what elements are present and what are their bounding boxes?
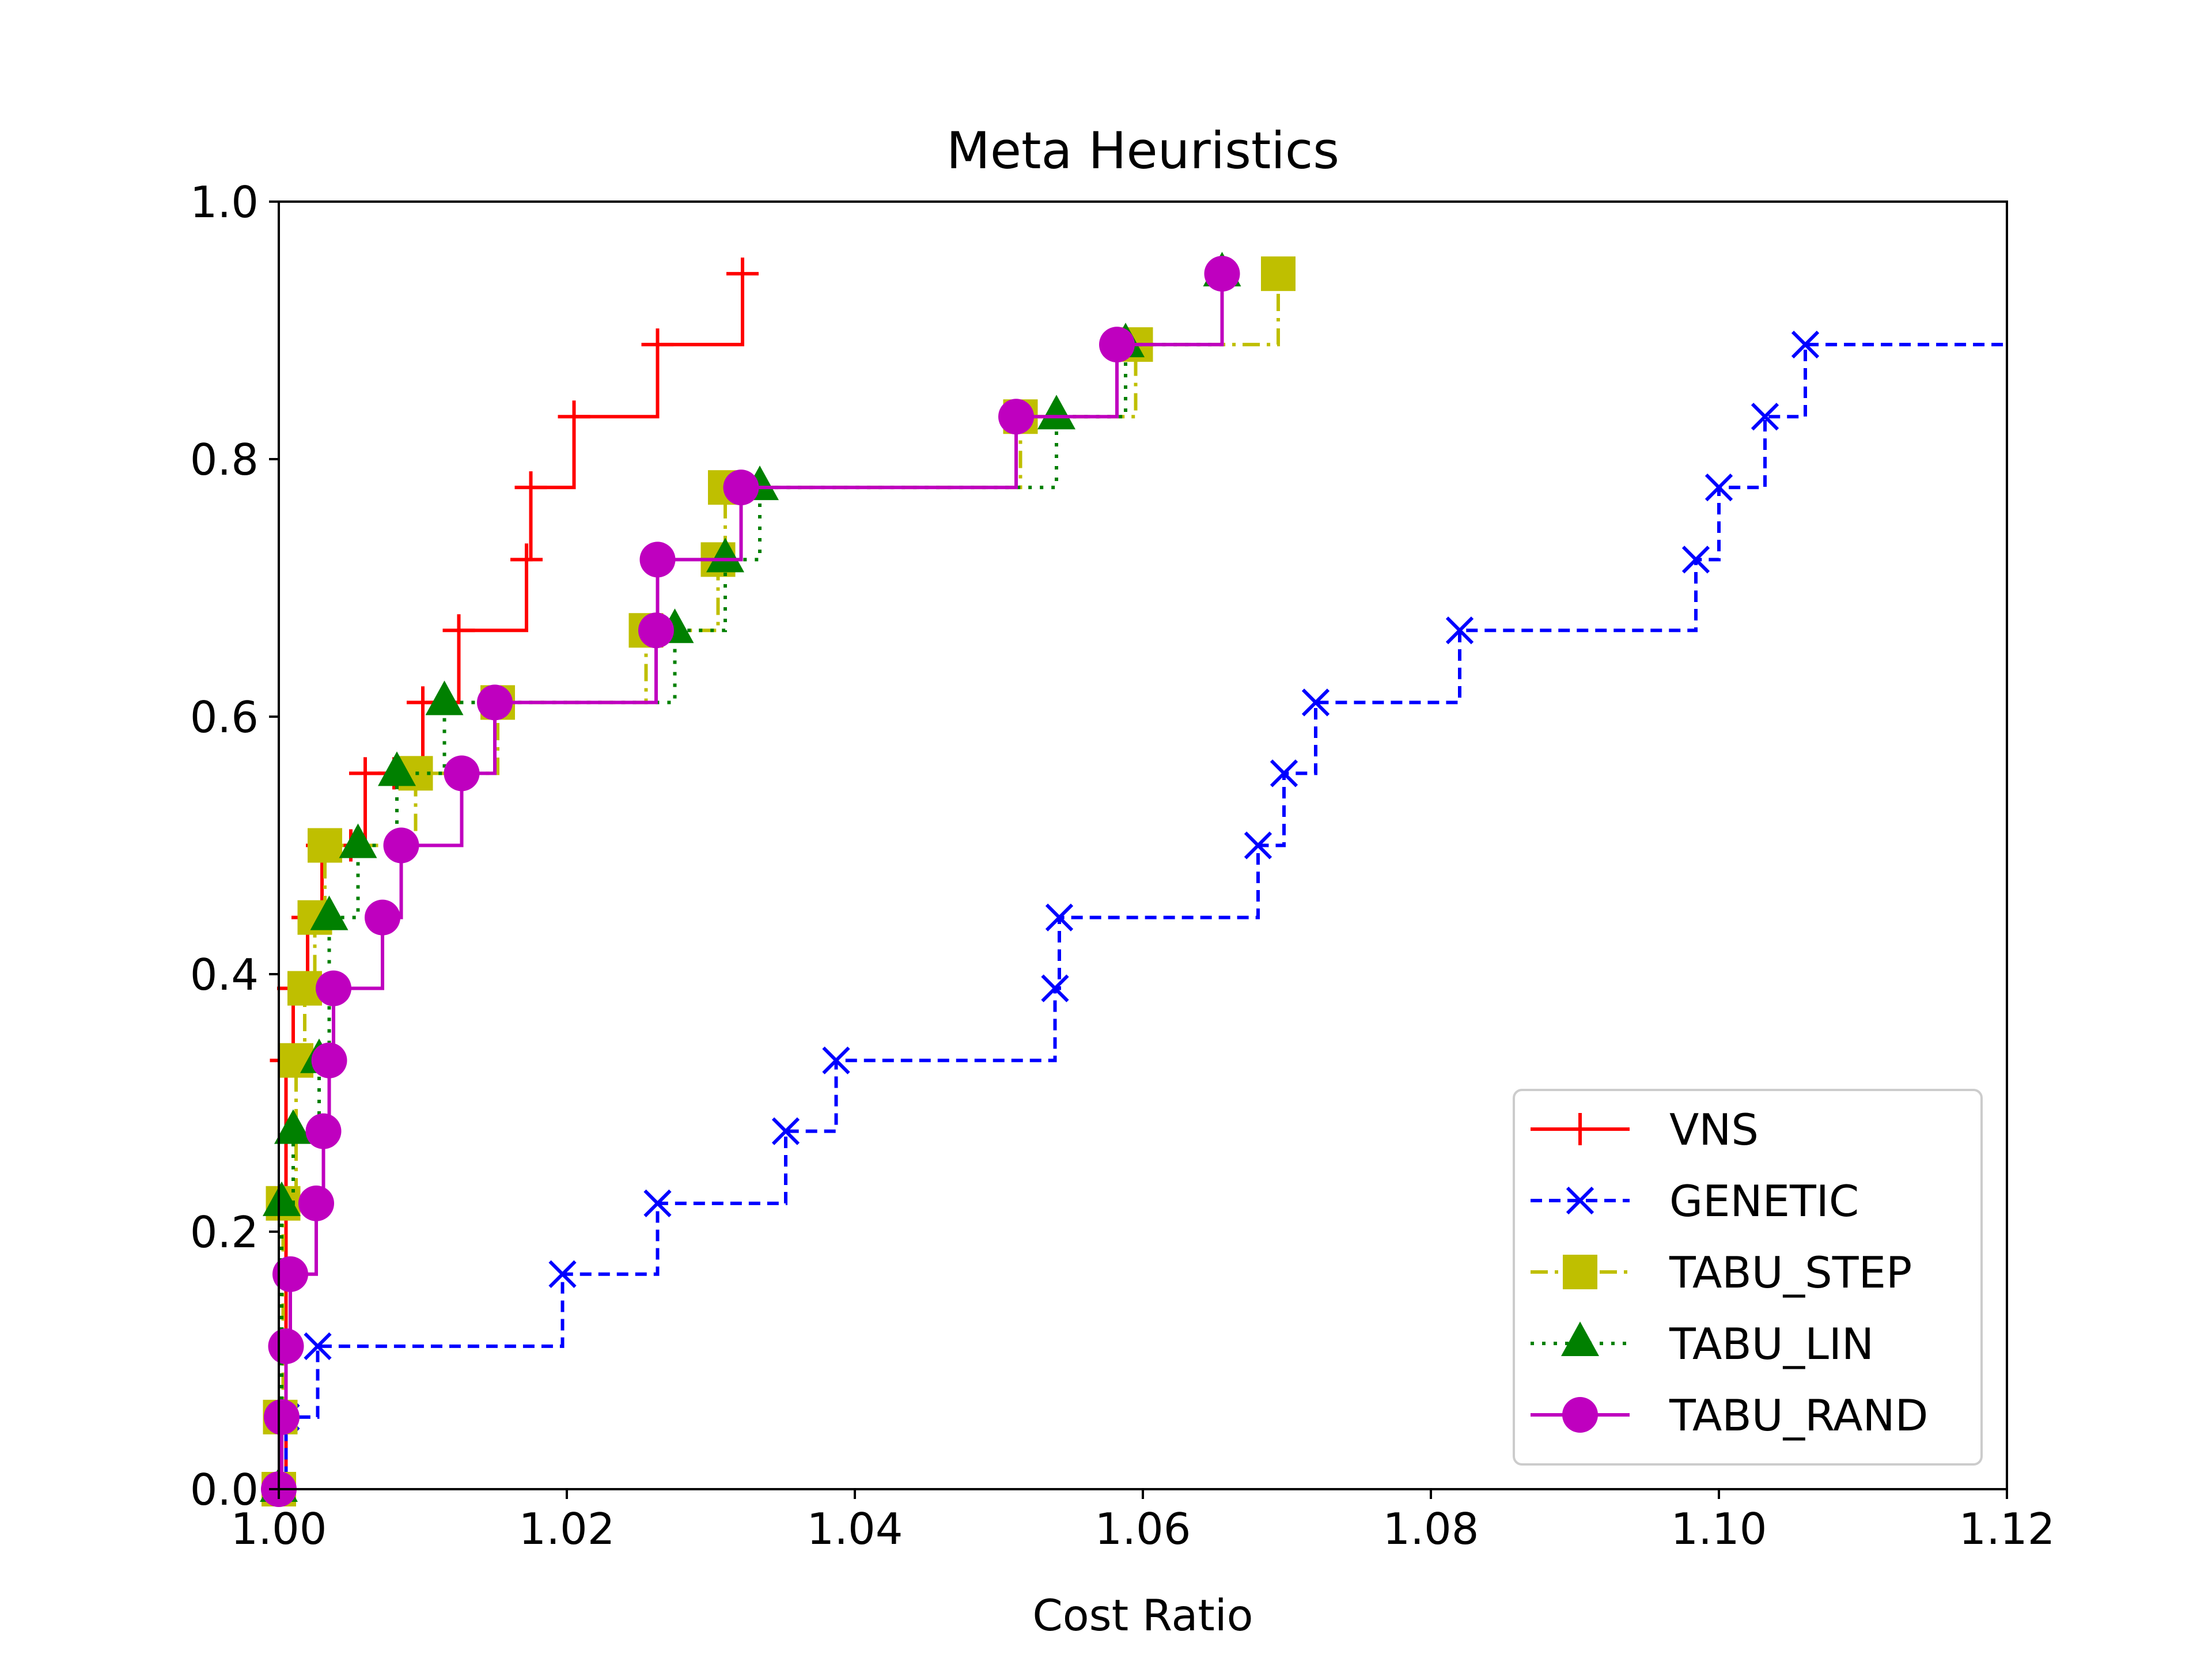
data-point-tabu-rand: [723, 470, 759, 506]
x-tick-label: 1.12: [1959, 1504, 2055, 1554]
data-point-tabu-lin: [425, 680, 464, 715]
legend-marker: [1563, 1255, 1597, 1289]
legend-marker: [1564, 1113, 1596, 1145]
data-point-tabu-lin: [378, 751, 416, 786]
legend-item-genetic: GENETIC: [1531, 1176, 1859, 1226]
legend-item-vns: VNS: [1531, 1104, 1759, 1155]
data-point-tabu-lin: [274, 1109, 312, 1144]
chart-title: Meta Heuristics: [946, 121, 1339, 180]
data-point-genetic: [1791, 330, 1820, 359]
legend-label: VNS: [1669, 1104, 1759, 1155]
data-point-tabu-lin: [1037, 395, 1075, 430]
data-point-vns: [514, 471, 547, 504]
data-point-genetic: [771, 1117, 800, 1145]
data-point-genetic: [1244, 831, 1272, 860]
plot-area: [260, 252, 2007, 1507]
data-point-tabu-rand: [316, 970, 351, 1006]
x-axis-label: Cost Ratio: [1032, 1590, 1253, 1641]
y-tick-label: 0.6: [190, 692, 259, 743]
x-tick-label: 1.04: [807, 1504, 903, 1554]
data-point-tabu-rand: [639, 542, 676, 578]
data-point-tabu-rand: [298, 1185, 334, 1221]
data-point-tabu-rand: [477, 684, 513, 721]
data-point-genetic: [1041, 974, 1069, 1002]
series-line-tabu-rand: [279, 274, 1224, 1491]
data-point-tabu-rand: [444, 755, 480, 792]
axes: 1.00 1.02 1.04 1.06 1.08 1.10 1.12 0.0 0.2 0.4 0.6…: [190, 177, 2055, 1554]
data-point-tabu-rand: [268, 1328, 304, 1364]
data-point-vns: [726, 258, 759, 290]
legend-item-tabu-step: TABU_STEP: [1531, 1247, 1912, 1298]
legend-item-tabu-lin: TABU_LIN: [1531, 1319, 1874, 1369]
data-point-vns: [641, 328, 674, 361]
data-point-genetic: [1270, 759, 1298, 788]
data-point-vns: [558, 400, 590, 433]
legend-marker: [1561, 1322, 1599, 1356]
legend-item-tabu-rand: TABU_RAND: [1531, 1390, 1928, 1441]
legend-marker: [1562, 1397, 1598, 1433]
data-point-vns: [510, 543, 543, 576]
y-tick-label: 0.0: [190, 1464, 259, 1515]
x-tick-label: 1.06: [1095, 1504, 1191, 1554]
data-point-tabu-rand: [1204, 256, 1240, 292]
y-tick-label: 1.0: [190, 177, 259, 228]
data-point-tabu-lin: [263, 1181, 301, 1216]
y-tick-label: 0.4: [190, 949, 259, 1000]
data-point-genetic: [1681, 546, 1710, 574]
data-point-genetic: [1445, 616, 1474, 645]
series-line-tabu-step: [278, 274, 1280, 1491]
data-point-genetic: [1705, 474, 1733, 502]
series-line-genetic: [279, 343, 2007, 1491]
legend-box: [1513, 1089, 1983, 1466]
legend-marker: [1566, 1186, 1594, 1215]
data-point-genetic: [1751, 403, 1779, 431]
legend-label: TABU_LIN: [1669, 1319, 1874, 1369]
legend: VNS GENETIC TABU_STEP TABU_LIN TABU_RAND: [1513, 1089, 1983, 1466]
data-point-tabu-lin: [310, 895, 349, 930]
data-point-tabu-rand: [1099, 327, 1135, 363]
data-point-genetic: [1045, 903, 1074, 932]
data-point-tabu-step: [1261, 256, 1296, 291]
data-point-tabu-lin: [339, 823, 377, 858]
legend-label: GENETIC: [1669, 1176, 1859, 1226]
data-point-tabu-rand: [998, 399, 1034, 435]
data-point-vns: [349, 757, 381, 790]
data-point-tabu-lin: [706, 537, 744, 573]
data-point-tabu-rand: [272, 1256, 308, 1292]
data-point-tabu-rand: [264, 1399, 300, 1435]
x-tick-label: 1.00: [231, 1504, 327, 1554]
y-tick-label: 0.2: [190, 1207, 259, 1258]
data-point-tabu-rand: [311, 1042, 347, 1078]
data-point-tabu-rand: [305, 1113, 342, 1149]
data-point-tabu-rand: [383, 827, 419, 864]
legend-label: TABU_STEP: [1669, 1247, 1912, 1298]
data-point-genetic: [548, 1260, 577, 1288]
data-point-genetic: [643, 1189, 672, 1217]
data-point-vns: [442, 614, 475, 647]
data-point-tabu-rand: [365, 899, 400, 936]
legend-label: TABU_RAND: [1669, 1390, 1928, 1441]
data-point-tabu-rand: [638, 612, 674, 649]
x-tick-label: 1.02: [519, 1504, 615, 1554]
data-point-genetic: [304, 1332, 332, 1361]
data-point-genetic: [822, 1046, 850, 1074]
x-tick-label: 1.10: [1671, 1504, 1767, 1554]
data-point-genetic: [1301, 688, 1330, 717]
data-point-tabu-step: [308, 828, 342, 863]
x-tick-label: 1.08: [1383, 1504, 1479, 1554]
y-tick-label: 0.8: [190, 434, 259, 485]
